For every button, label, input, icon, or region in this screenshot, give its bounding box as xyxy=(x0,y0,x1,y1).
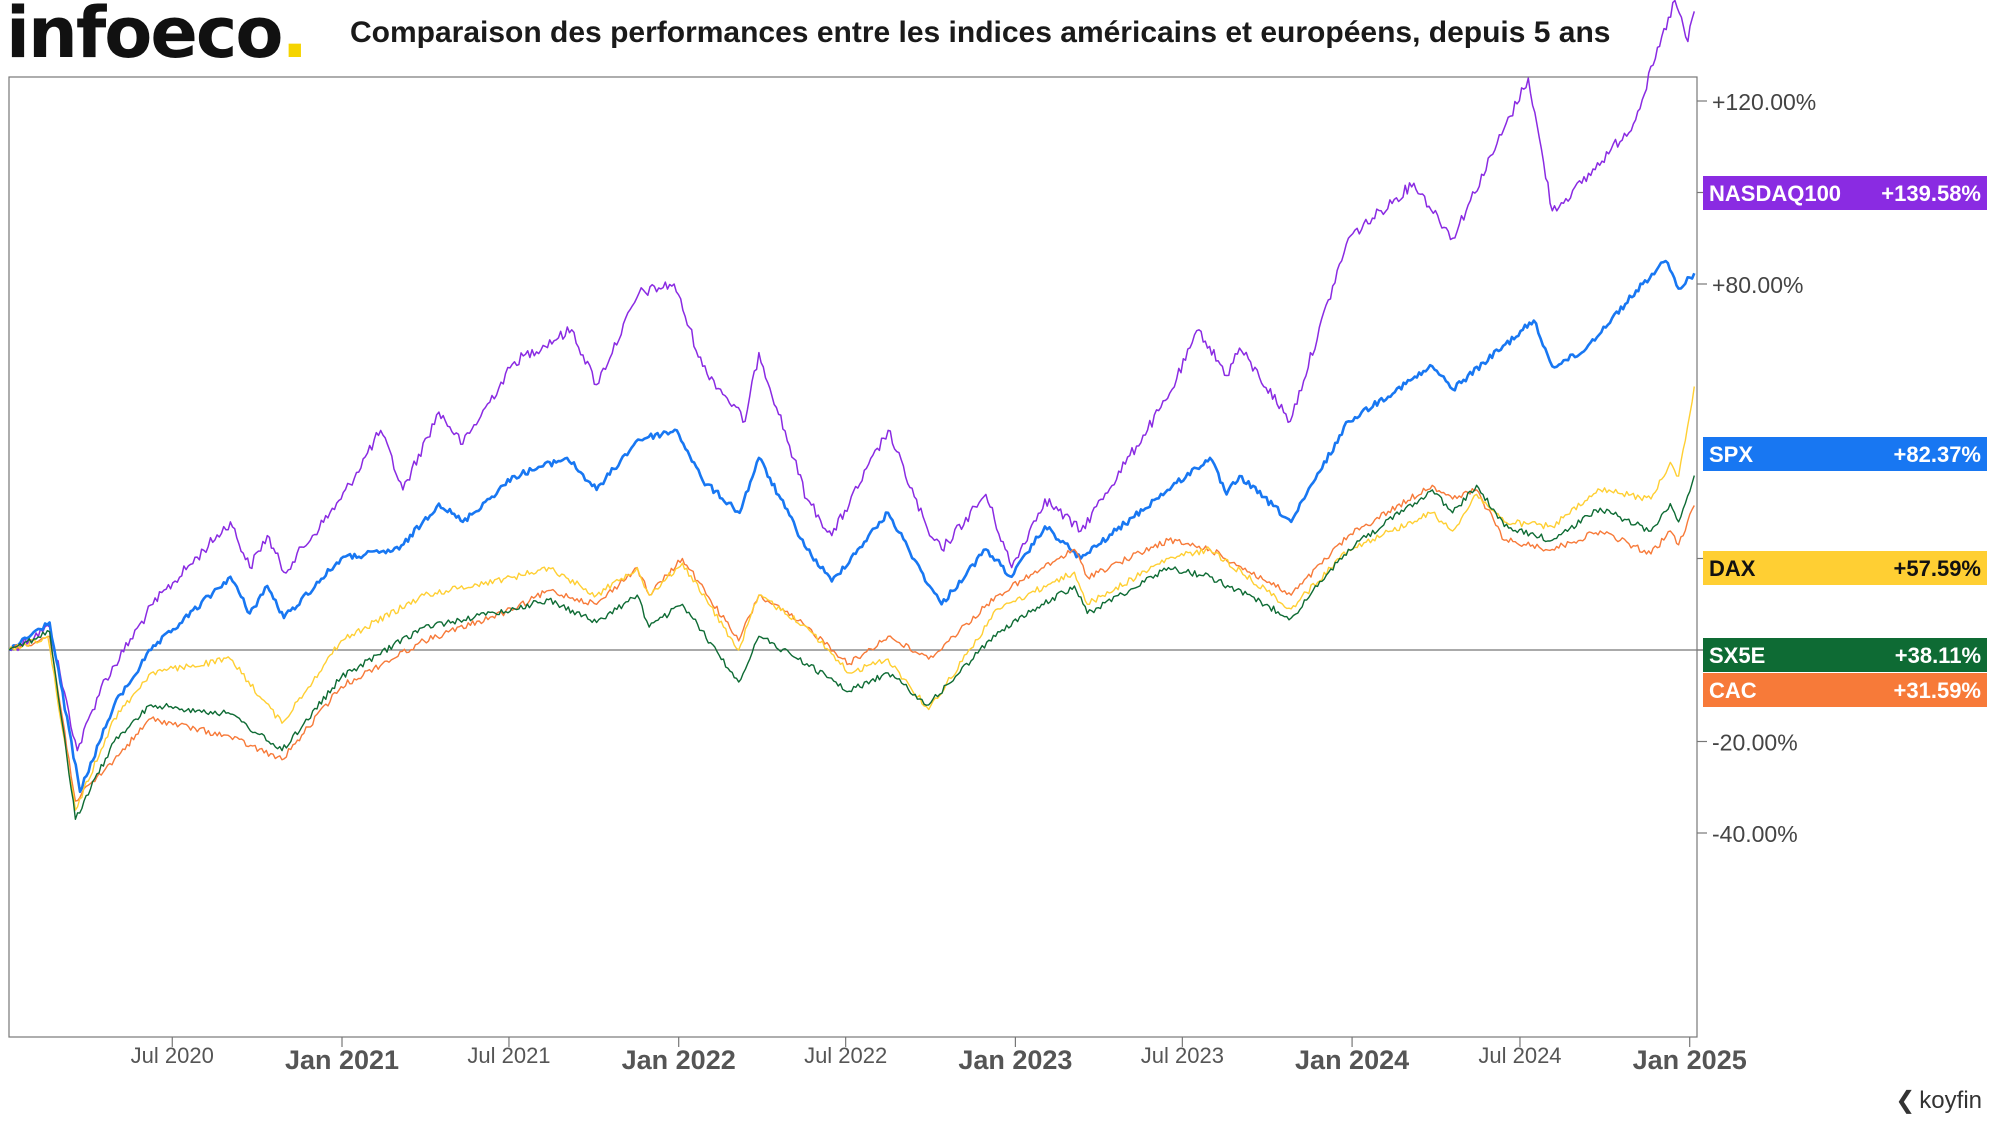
series-end-labels: NASDAQ100 +139.58% SPX +82.37% DAX +57.59% SX5… xyxy=(1703,176,1987,707)
y-tick-label: +80.00% xyxy=(1712,272,1803,298)
end-label-cac: CAC +31.59% xyxy=(1703,673,1987,707)
end-label-name: NASDAQ100 xyxy=(1709,181,1841,206)
end-label-name: DAX xyxy=(1709,556,1756,581)
end-label-box xyxy=(1703,673,1987,707)
x-tick-label: Jan 2023 xyxy=(958,1045,1072,1075)
brand-logo: infoeco. xyxy=(6,0,308,74)
end-label-value: +31.59% xyxy=(1894,678,1981,703)
series-line-dax xyxy=(8,386,1695,811)
series-line-nasdaq100 xyxy=(8,0,1696,752)
koyfin-icon: ❮ xyxy=(1895,1087,1916,1114)
series-line-cac xyxy=(8,484,1695,802)
series-line-sx5e xyxy=(8,475,1695,820)
plot-border xyxy=(8,76,1698,1038)
x-tick-label: Jul 2021 xyxy=(467,1043,550,1068)
end-label-dax: DAX +57.59% xyxy=(1703,551,1987,585)
end-label-value: +57.59% xyxy=(1894,556,1981,581)
end-label-value: +38.11% xyxy=(1895,643,1981,668)
source-logo: ❮ koyfin xyxy=(1895,1086,1982,1115)
x-axis: Jul 2020 Jan 2021 Jul 2021 Jan 2022 Jul 2022… xyxy=(131,1037,1747,1075)
y-tick-label: -40.00% xyxy=(1712,821,1798,847)
end-label-box xyxy=(1703,551,1987,585)
end-label-value: +82.37% xyxy=(1894,442,1981,467)
x-tick-label: Jan 2024 xyxy=(1295,1045,1409,1075)
x-tick-label: Jan 2022 xyxy=(622,1045,736,1075)
series-line-spx xyxy=(8,259,1696,794)
end-label-name: SPX xyxy=(1709,442,1753,467)
end-label-name: CAC xyxy=(1709,678,1757,703)
y-tick-label: -20.00% xyxy=(1712,730,1798,756)
end-label-nasdaq100: NASDAQ100 +139.58% xyxy=(1703,176,1987,210)
brand-name: infoeco xyxy=(6,0,283,74)
source-name: koyfin xyxy=(1919,1087,1982,1114)
x-tick-label: Jul 2022 xyxy=(804,1043,887,1068)
y-tick-label: +120.00% xyxy=(1712,89,1816,115)
x-tick-label: Jul 2024 xyxy=(1478,1043,1561,1068)
end-label-spx: SPX +82.37% xyxy=(1703,437,1987,471)
series-lines xyxy=(8,0,1696,820)
chart-title: Comparaison des performances entre les i… xyxy=(350,16,1611,49)
end-label-box xyxy=(1703,437,1987,471)
end-label-sx5e: SX5E +38.11% xyxy=(1703,638,1987,672)
brand-dot: . xyxy=(281,0,308,74)
end-label-box xyxy=(1703,176,1987,210)
x-tick-label: Jul 2020 xyxy=(131,1043,214,1068)
end-label-name: SX5E xyxy=(1709,643,1765,668)
end-label-value: +139.58% xyxy=(1881,181,1981,206)
end-label-box xyxy=(1703,638,1987,672)
plot-frame xyxy=(8,76,1710,1038)
x-tick-label: Jul 2023 xyxy=(1141,1043,1224,1068)
x-tick-label: Jan 2025 xyxy=(1633,1045,1747,1075)
x-tick-label: Jan 2021 xyxy=(285,1045,399,1075)
y-axis: -40.00%-20.00%+0.00%+20.00%+80.00%+100.0… xyxy=(1697,89,1816,847)
